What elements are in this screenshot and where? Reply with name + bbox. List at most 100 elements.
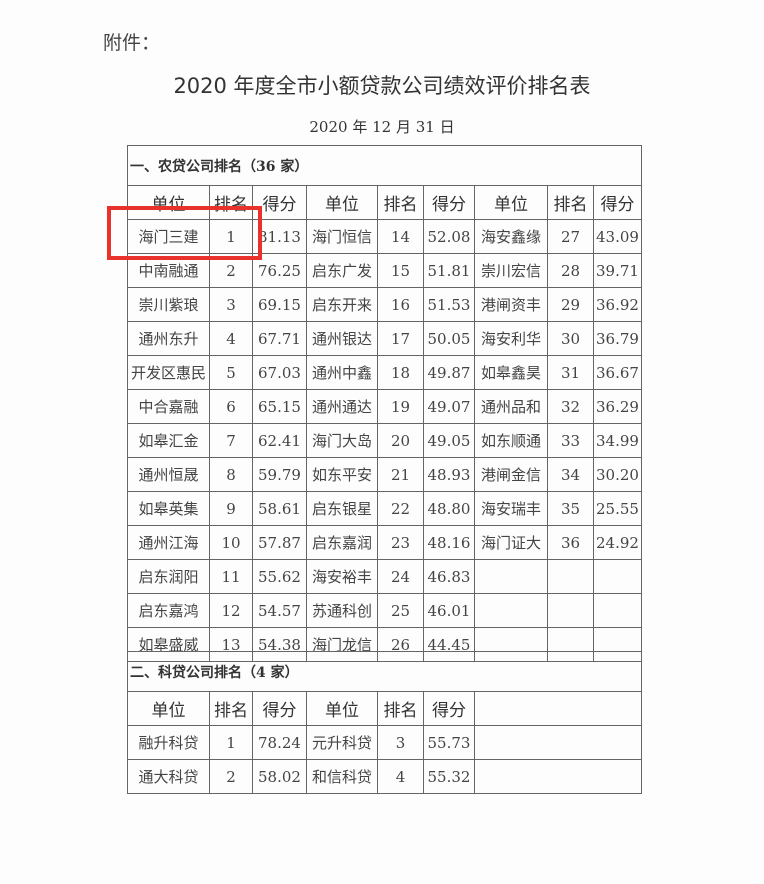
empty-cell [547, 593, 594, 628]
score: 48.80 [423, 491, 475, 526]
company-name: 通大科贷 [127, 759, 210, 794]
company-name: 启东嘉鸿 [127, 593, 210, 628]
score: 65.15 [252, 389, 307, 424]
header-row: 单位 排名 得分 单位 排名 得分 [127, 691, 642, 726]
company-name: 港闸金信 [474, 457, 548, 492]
empty-cell [474, 725, 642, 760]
score: 58.02 [252, 759, 307, 794]
rank: 18 [377, 355, 424, 390]
section-heading: 二、科贷公司排名（4 家） [127, 651, 642, 692]
score: 39.71 [593, 253, 642, 288]
rank: 29 [547, 287, 594, 322]
company-name: 通州银达 [306, 321, 378, 356]
table-row: 融升科贷 1 78.24 元升科贷 3 55.73 [127, 725, 642, 760]
score: 49.07 [423, 389, 475, 424]
rank: 14 [377, 219, 424, 254]
rank: 28 [547, 253, 594, 288]
attachment-label: 附件： [103, 32, 161, 54]
score: 55.73 [423, 725, 475, 760]
column-header: 单位 [474, 185, 548, 220]
column-header: 得分 [423, 185, 475, 220]
company-name: 海门三建 [127, 219, 210, 254]
empty-cell [474, 559, 548, 594]
table-row: 通大科贷 2 58.02 和信科贷 4 55.32 [127, 759, 642, 794]
rank: 12 [209, 593, 253, 628]
company-name: 如皋鑫昊 [474, 355, 548, 390]
company-name: 通州东升 [127, 321, 210, 356]
company-name: 崇川紫琅 [127, 287, 210, 322]
company-name: 启东润阳 [127, 559, 210, 594]
company-name: 启东银星 [306, 491, 378, 526]
rank: 22 [377, 491, 424, 526]
score: 51.53 [423, 287, 475, 322]
rank: 34 [547, 457, 594, 492]
company-name: 如东顺通 [474, 423, 548, 458]
score: 49.87 [423, 355, 475, 390]
rank: 5 [209, 355, 253, 390]
table-row: 通州东升 4 67.71 通州银达 17 50.05 海安利华 30 36.79 [127, 321, 642, 356]
score: 78.24 [252, 725, 307, 760]
table-row: 启东润阳 11 55.62 海安裕丰 24 46.83 [127, 559, 642, 594]
page-title: 2020 年度全市小额贷款公司绩效评价排名表 [173, 74, 591, 98]
section-heading: 一、农贷公司排名（36 家） [127, 145, 642, 186]
rank: 30 [547, 321, 594, 356]
company-name: 和信科贷 [306, 759, 378, 794]
company-name: 中合嘉融 [127, 389, 210, 424]
rank: 3 [377, 725, 424, 760]
company-name: 通州中鑫 [306, 355, 378, 390]
column-header: 排名 [209, 691, 253, 726]
empty-cell [593, 593, 642, 628]
empty-cell [593, 559, 642, 594]
score: 50.05 [423, 321, 475, 356]
section-heading-row: 一、农贷公司排名（36 家） [127, 145, 642, 186]
column-header: 得分 [252, 691, 307, 726]
rank: 15 [377, 253, 424, 288]
company-name: 如东平安 [306, 457, 378, 492]
score: 67.71 [252, 321, 307, 356]
score: 59.79 [252, 457, 307, 492]
rank: 35 [547, 491, 594, 526]
rank: 10 [209, 525, 253, 560]
rank: 24 [377, 559, 424, 594]
score: 69.15 [252, 287, 307, 322]
tech-loan-ranking-table: 二、科贷公司排名（4 家） 单位 排名 得分 单位 排名 得分 融升科贷 1 78.24 元升科贷 3… [127, 651, 642, 794]
rank: 6 [209, 389, 253, 424]
score: 48.93 [423, 457, 475, 492]
score: 43.09 [593, 219, 642, 254]
rank: 11 [209, 559, 253, 594]
company-name: 通州恒晟 [127, 457, 210, 492]
company-name: 港闸资丰 [474, 287, 548, 322]
rank: 20 [377, 423, 424, 458]
column-header: 得分 [423, 691, 475, 726]
section-heading-row: 二、科贷公司排名（4 家） [127, 651, 642, 692]
rank: 4 [209, 321, 253, 356]
rank: 19 [377, 389, 424, 424]
empty-cell [474, 759, 642, 794]
rank: 4 [377, 759, 424, 794]
company-name: 启东嘉润 [306, 525, 378, 560]
rank: 1 [209, 725, 253, 760]
company-name: 海安瑞丰 [474, 491, 548, 526]
rank: 8 [209, 457, 253, 492]
table-row: 如皋英集 9 58.61 启东银星 22 48.80 海安瑞丰 35 25.55 [127, 491, 642, 526]
score: 49.05 [423, 423, 475, 458]
company-name: 崇川宏信 [474, 253, 548, 288]
score: 25.55 [593, 491, 642, 526]
company-name: 通州品和 [474, 389, 548, 424]
rank: 25 [377, 593, 424, 628]
column-header: 单位 [127, 691, 210, 726]
rank: 36 [547, 525, 594, 560]
empty-cell [474, 593, 548, 628]
company-name: 苏通科创 [306, 593, 378, 628]
score: 55.62 [252, 559, 307, 594]
rank: 7 [209, 423, 253, 458]
score: 57.87 [252, 525, 307, 560]
score: 36.67 [593, 355, 642, 390]
score: 36.92 [593, 287, 642, 322]
table-row: 如皋汇金 7 62.41 海门大岛 20 49.05 如东顺通 33 34.99 [127, 423, 642, 458]
company-name: 如皋英集 [127, 491, 210, 526]
company-name: 通州通达 [306, 389, 378, 424]
table-row: 开发区惠民 5 67.03 通州中鑫 18 49.87 如皋鑫昊 31 36.67 [127, 355, 642, 390]
score: 46.83 [423, 559, 475, 594]
score: 67.03 [252, 355, 307, 390]
